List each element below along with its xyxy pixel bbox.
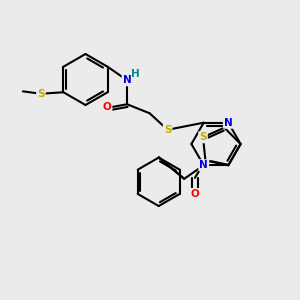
Text: N: N: [224, 118, 233, 128]
Text: O: O: [103, 102, 111, 112]
Text: N: N: [123, 75, 131, 85]
Text: H: H: [131, 69, 140, 79]
Text: S: S: [164, 125, 171, 135]
Text: S: S: [37, 89, 45, 99]
Text: N: N: [199, 160, 208, 170]
Text: O: O: [190, 189, 199, 199]
Text: S: S: [199, 132, 207, 142]
